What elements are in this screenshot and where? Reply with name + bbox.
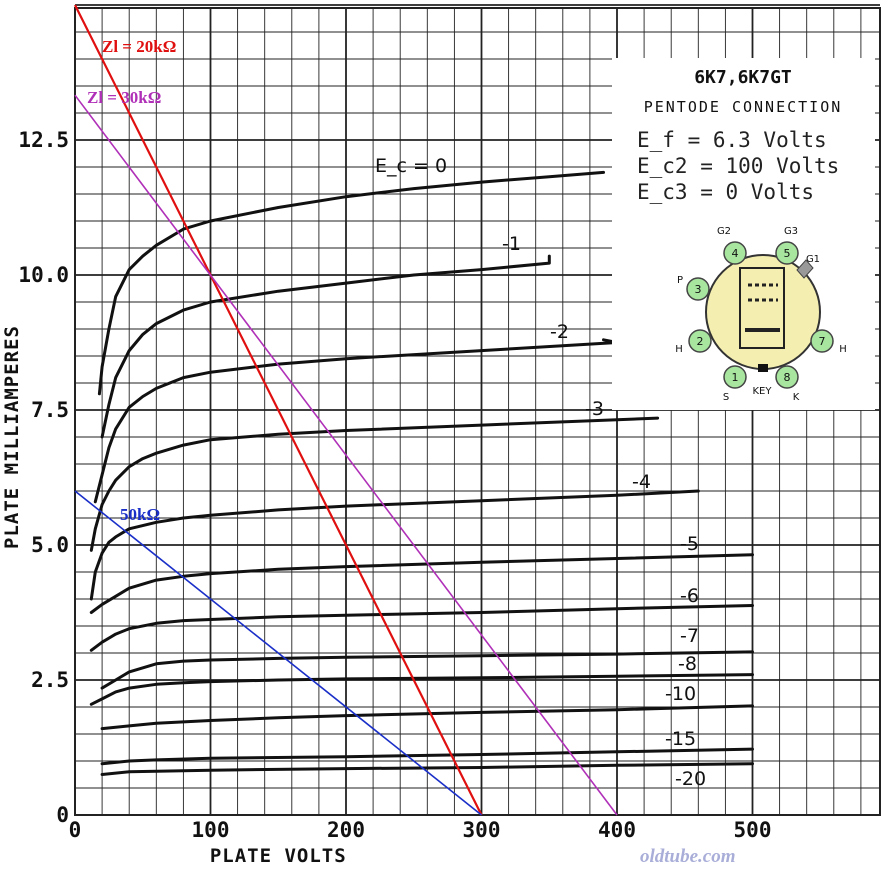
curve-label: -8 bbox=[678, 653, 697, 675]
pin-label: K bbox=[793, 392, 800, 403]
load-line-label: 50kΩ bbox=[120, 505, 160, 524]
tube-pin bbox=[686, 277, 710, 301]
plate-curve bbox=[100, 704, 754, 731]
pin-label: G1 bbox=[806, 254, 820, 265]
pin-number: 1 bbox=[732, 371, 739, 384]
plot-border bbox=[74, 7, 881, 816]
plate-curve bbox=[89, 673, 754, 706]
y-tick-label: 10.0 bbox=[18, 263, 69, 287]
tube-pin bbox=[723, 241, 747, 265]
pin-label: G2 bbox=[717, 226, 731, 237]
tube-pin bbox=[775, 241, 799, 265]
y-axis-label: PLATE MILLIAMPERES bbox=[1, 325, 23, 549]
curve-label: -20 bbox=[675, 768, 706, 790]
plate-curve bbox=[89, 416, 660, 552]
x-tick-label: 200 bbox=[327, 818, 365, 842]
x-tick-label: 400 bbox=[598, 818, 636, 842]
pin-number: 4 bbox=[732, 247, 739, 260]
pin-number: 7 bbox=[819, 335, 826, 348]
plate-curve bbox=[93, 338, 619, 504]
pin-label: S bbox=[723, 392, 729, 403]
x-axis-label: PLATE VOLTS bbox=[210, 845, 347, 867]
curve-label: -6 bbox=[680, 585, 699, 607]
pin-label: KEY bbox=[753, 386, 773, 397]
curve-label: -1 bbox=[502, 233, 521, 255]
pin-label: G3 bbox=[784, 226, 798, 237]
tube-subtitle: PENTODE CONNECTION bbox=[644, 98, 843, 116]
tube-pin bbox=[810, 329, 834, 353]
y-tick-label: 2.5 bbox=[31, 668, 69, 692]
plate-curve bbox=[100, 650, 754, 690]
x-tick-label: 0 bbox=[69, 818, 82, 842]
plate-curve bbox=[89, 604, 754, 652]
pin-number: 8 bbox=[784, 371, 791, 384]
curve-label: -7 bbox=[680, 625, 699, 647]
tube-title: 6K7,6K7GT bbox=[694, 67, 792, 88]
load-line bbox=[74, 94, 618, 816]
x-tick-label: 500 bbox=[734, 818, 772, 842]
load-line-label: Zl = 20kΩ bbox=[102, 37, 176, 56]
pin-number: 3 bbox=[695, 283, 702, 296]
load-line bbox=[74, 4, 483, 816]
key-marker bbox=[758, 364, 768, 372]
tube-pin bbox=[688, 329, 712, 353]
load-line bbox=[74, 490, 482, 816]
pin-number: 2 bbox=[697, 335, 704, 348]
plate-curves: E_c = 0 -1 -2 -3 -4 -5 -6 -7 -8 -10 -15 -20 bbox=[89, 155, 754, 790]
tube-pin bbox=[775, 365, 799, 389]
curve-label: -4 bbox=[632, 471, 651, 493]
pin-number: 5 bbox=[784, 247, 791, 260]
operating-condition: E_c2 = 100 Volts bbox=[637, 154, 839, 178]
x-tick-label: 300 bbox=[463, 818, 501, 842]
plate-curve bbox=[100, 254, 551, 439]
top-cap-icon bbox=[796, 259, 814, 279]
load-lines: Zl = 20kΩ Zl = 30kΩ 50kΩ bbox=[74, 4, 618, 816]
operating-condition: E_c3 = 0 Volts bbox=[637, 180, 814, 204]
operating-condition: E_f = 6.3 Volts bbox=[637, 128, 827, 152]
y-tick-label: 0 bbox=[56, 803, 69, 827]
plate-curve bbox=[97, 170, 605, 396]
grid-lines bbox=[74, 4, 881, 816]
curve-label: -5 bbox=[680, 533, 699, 555]
curve-label: -3 bbox=[585, 398, 604, 420]
tube-envelope bbox=[739, 267, 785, 349]
axes: 0 100 200 300 400 500 0 2.5 5.0 7.5 10.0 12.5 PLATE … bbox=[1, 128, 771, 867]
pin-label: H bbox=[839, 344, 847, 355]
plate-curve bbox=[89, 489, 700, 601]
curve-label: -2 bbox=[550, 321, 569, 343]
curve-label: -15 bbox=[665, 728, 696, 750]
y-tick-label: 5.0 bbox=[31, 533, 69, 557]
plate-curve bbox=[89, 553, 754, 614]
y-tick-label: 12.5 bbox=[18, 128, 69, 152]
tube-pin bbox=[723, 365, 747, 389]
plate-curve bbox=[100, 747, 754, 766]
y-tick-label: 7.5 bbox=[31, 398, 69, 422]
plate-curve bbox=[100, 762, 754, 776]
curve-label: -10 bbox=[665, 683, 696, 705]
curve-label: E_c = 0 bbox=[375, 155, 447, 177]
pin-label: H bbox=[675, 344, 683, 355]
tube-base-diagram: 1 2 3 4 5 7 8 G2 G3 G1 P H H S K KEY bbox=[675, 226, 847, 403]
x-tick-label: 100 bbox=[192, 818, 230, 842]
load-line-label: Zl = 30kΩ bbox=[87, 88, 161, 107]
watermark: oldtube.com bbox=[640, 846, 736, 867]
pin-label: P bbox=[677, 275, 683, 286]
